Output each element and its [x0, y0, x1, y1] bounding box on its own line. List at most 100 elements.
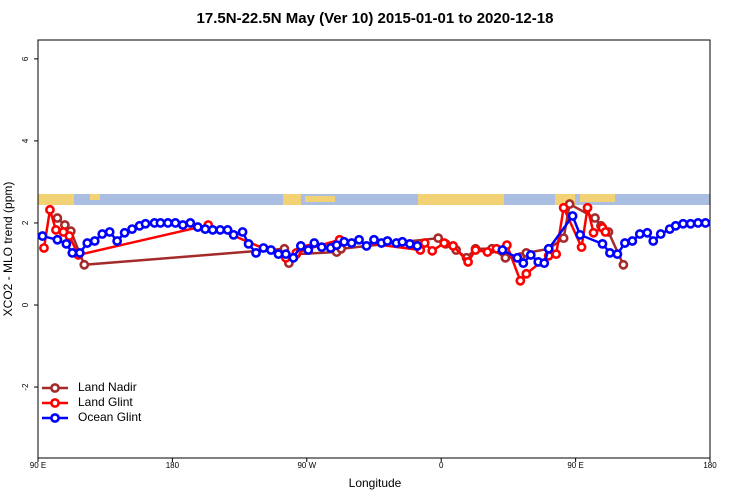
data-point: [280, 249, 291, 260]
data-point: [51, 225, 61, 235]
data-point: [61, 238, 72, 249]
x-tick-label: 180: [703, 461, 717, 470]
data-point: [427, 245, 438, 256]
x-tick-label: 90 E: [30, 461, 46, 470]
legend-marker: [50, 398, 60, 408]
data-point: [397, 236, 408, 247]
data-point: [251, 247, 261, 258]
data-point: [404, 238, 415, 249]
data-point: [500, 252, 511, 263]
data-point: [670, 220, 681, 231]
data-point: [185, 218, 196, 228]
data-point: [576, 242, 587, 253]
data-point: [448, 241, 459, 251]
data-point: [45, 204, 55, 215]
data-point: [582, 202, 593, 213]
data-point: [82, 238, 93, 248]
data-point: [612, 249, 623, 260]
data-point: [79, 259, 90, 270]
y-tick-label: 4: [21, 138, 30, 143]
data-point: [515, 275, 526, 286]
data-point: [222, 225, 233, 235]
data-point: [575, 229, 585, 240]
plot-frame: [37, 39, 711, 459]
data-point: [678, 218, 689, 229]
data-point: [237, 227, 248, 237]
data-point: [521, 268, 532, 279]
data-point: [433, 233, 444, 244]
legend-marker: [50, 383, 60, 393]
data-point: [634, 229, 645, 239]
data-point: [177, 220, 188, 230]
data-point: [266, 245, 276, 255]
data-point: [52, 234, 63, 245]
data-point: [309, 238, 320, 248]
data-point: [412, 241, 423, 251]
x-tick-label: 0: [439, 461, 444, 470]
legend-marker: [50, 413, 60, 423]
data-point: [200, 224, 211, 235]
data-point: [543, 243, 554, 254]
data-point: [163, 218, 173, 228]
y-axis-label: XCO2 - MLO trend (ppm): [1, 182, 15, 317]
data-point: [243, 238, 254, 249]
data-point: [97, 229, 108, 239]
data-point: [700, 218, 711, 228]
data-point: [104, 227, 115, 237]
data-point: [316, 242, 327, 253]
data-point: [558, 202, 569, 213]
data-point: [258, 243, 269, 253]
x-tick-label: 90 E: [567, 461, 583, 470]
data-point: [89, 236, 100, 246]
data-point: [331, 240, 342, 251]
data-point: [525, 250, 536, 260]
data-point: [192, 222, 203, 232]
y-tick-label: 2: [21, 220, 30, 225]
data-point: [619, 238, 630, 248]
data-point: [170, 218, 181, 228]
x-axis-label: Longitude: [349, 476, 402, 490]
data-point: [567, 211, 578, 221]
data-point: [439, 238, 450, 248]
data-point: [463, 257, 473, 267]
data-point: [605, 247, 615, 258]
data-point: [600, 227, 611, 237]
data-point: [482, 247, 493, 257]
data-point: [273, 249, 284, 260]
data-point: [140, 218, 151, 229]
y-tick-label: -2: [21, 383, 30, 391]
data-point: [518, 258, 529, 269]
data-point: [207, 225, 218, 235]
data-point: [685, 218, 696, 229]
data-point: [419, 238, 430, 248]
data-point: [155, 218, 166, 228]
data-point: [588, 227, 599, 238]
data-point: [67, 247, 78, 258]
series-line: [56, 202, 625, 267]
data-point: [693, 218, 703, 228]
data-point: [512, 252, 523, 263]
data-point: [64, 231, 75, 241]
data-point: [354, 234, 364, 245]
data-point: [339, 236, 350, 247]
data-point: [382, 236, 393, 246]
chart-title: 17.5N-22.5N May (Ver 10) 2015-01-01 to 2…: [197, 10, 554, 27]
data-point: [288, 252, 299, 263]
data-point: [52, 213, 63, 223]
data-point: [590, 213, 600, 223]
data-point: [551, 249, 562, 260]
data-point: [361, 241, 372, 251]
data-point: [74, 247, 85, 258]
data-point: [597, 238, 608, 249]
data-point: [303, 245, 314, 255]
land-sea-strip: [38, 194, 710, 205]
y-tick-label: 6: [21, 56, 30, 61]
data-point: [558, 233, 569, 244]
data-point: [648, 236, 659, 246]
data-point: [127, 224, 137, 235]
data-point: [627, 236, 638, 246]
data-point: [112, 236, 123, 246]
legend-label: Land Nadir: [78, 380, 137, 394]
